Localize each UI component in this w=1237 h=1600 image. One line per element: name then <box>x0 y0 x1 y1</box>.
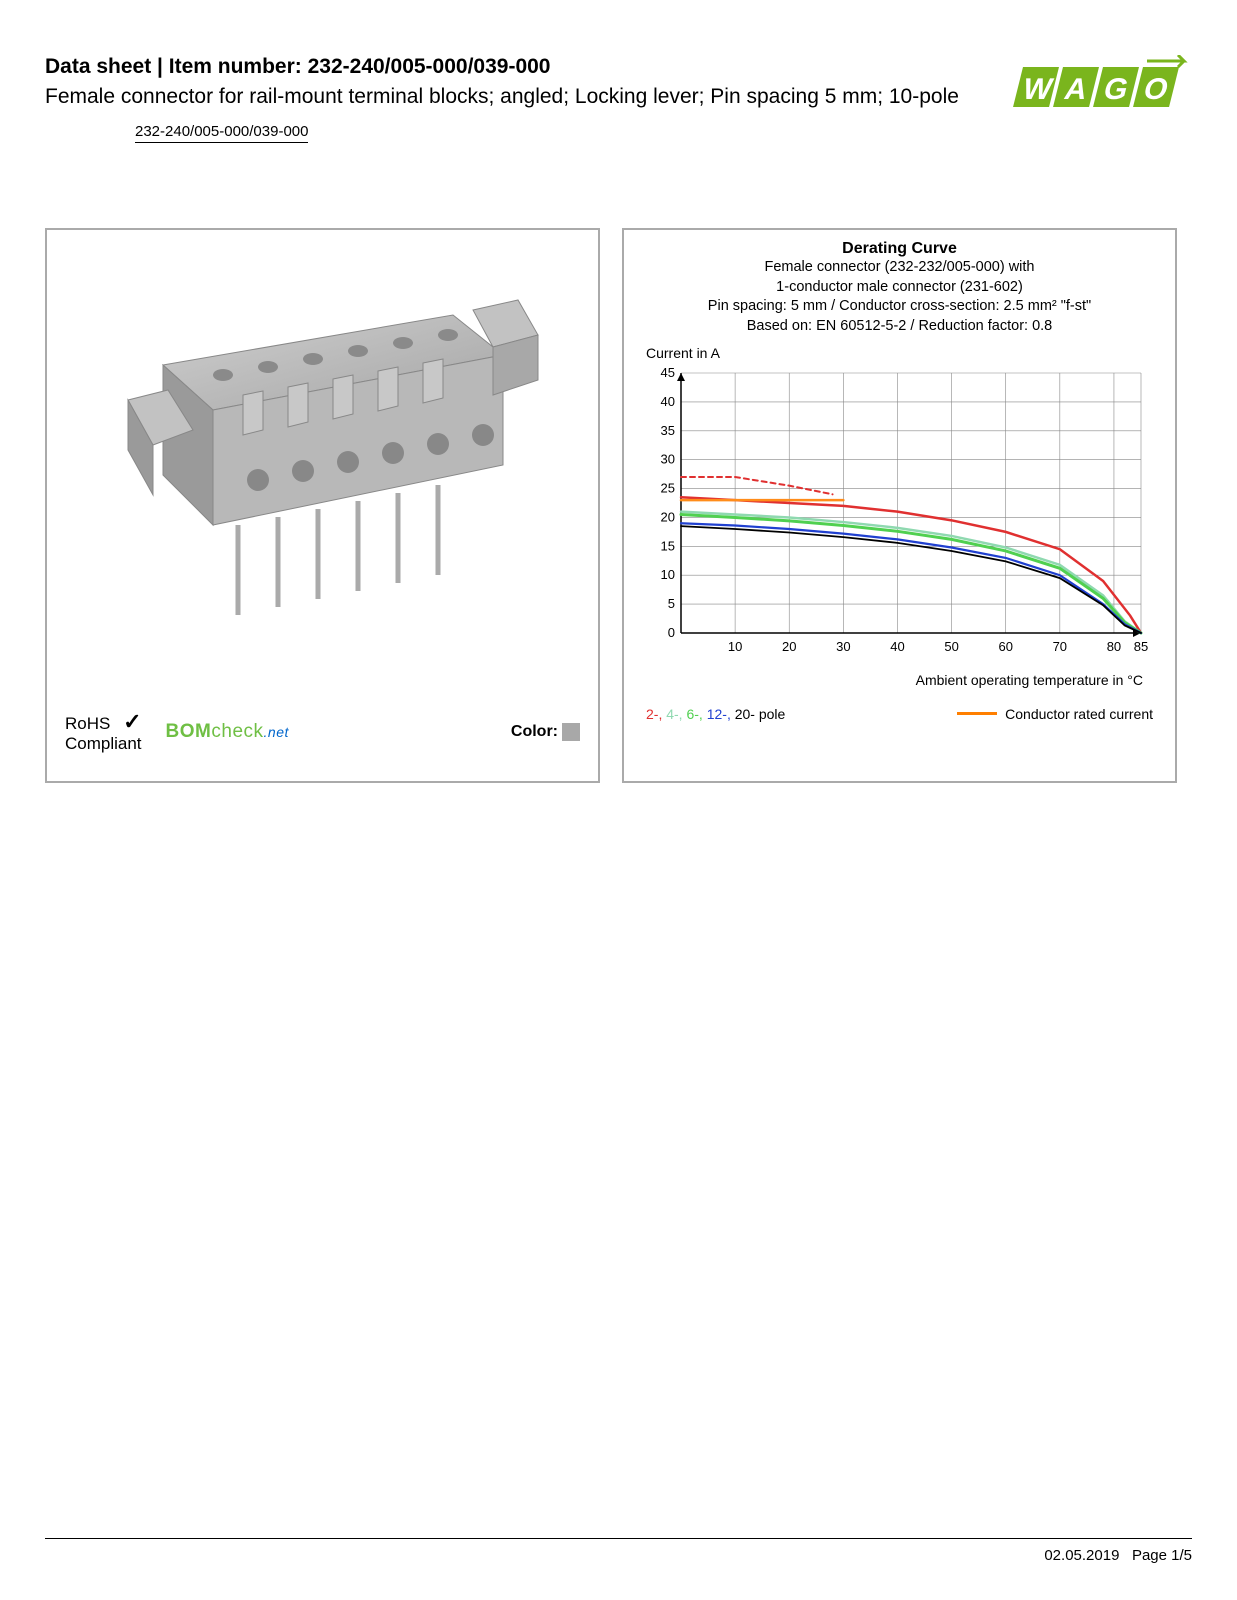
svg-text:30: 30 <box>661 451 675 466</box>
bomcheck-badge: BOMcheck.net <box>166 721 289 743</box>
check-icon: ✓ <box>123 709 141 734</box>
chart-sub2: 1-conductor male connector (231-602) <box>636 278 1163 298</box>
rohs-label: RoHS <box>65 714 110 733</box>
legend-rated-line <box>957 712 997 715</box>
color-label: Color: <box>511 723 558 741</box>
chart-legend: 2-, 4-, 6-, 12-, 20- pole Conductor rate… <box>636 706 1163 722</box>
svg-text:20: 20 <box>661 509 675 524</box>
svg-text:0: 0 <box>668 625 675 640</box>
legend-pole-suffix: pole <box>759 706 785 722</box>
svg-text:15: 15 <box>661 538 675 553</box>
badges-row: RoHS ✓ Compliant BOMcheck.net Color: <box>65 710 580 753</box>
subtitle: Female connector for rail-mount terminal… <box>45 83 972 111</box>
legend-pole: 12-, <box>707 706 735 722</box>
header: Data sheet | Item number: 232-240/005-00… <box>45 55 1192 143</box>
header-text: Data sheet | Item number: 232-240/005-00… <box>45 55 1002 143</box>
chart-sub1: Female connector (232-232/005-000) with <box>636 258 1163 278</box>
svg-text:10: 10 <box>661 567 675 582</box>
derating-chart: 0 5 10 15 20 25 30 35 40 45 10 20 30 40 50 60 70 80 85 <box>636 363 1156 663</box>
svg-text:40: 40 <box>890 639 904 654</box>
product-panel: RoHS ✓ Compliant BOMcheck.net Color: <box>45 228 600 783</box>
connector-illustration <box>73 235 573 655</box>
bomcheck-bom: BOM <box>166 721 212 742</box>
svg-text:20: 20 <box>782 639 796 654</box>
svg-text:30: 30 <box>836 639 850 654</box>
svg-text:50: 50 <box>944 639 958 654</box>
rohs-compliant: Compliant <box>65 734 142 753</box>
bomcheck-net: .net <box>264 724 289 740</box>
color-label-group: Color: <box>511 723 580 741</box>
svg-text:35: 35 <box>661 422 675 437</box>
title-item-number: 232-240/005-000/039-000 <box>308 55 551 78</box>
svg-text:45: 45 <box>661 365 675 380</box>
svg-text:85: 85 <box>1134 639 1148 654</box>
x-axis-label: Ambient operating temperature in °C <box>636 672 1163 688</box>
page: Data sheet | Item number: 232-240/005-00… <box>0 0 1237 1600</box>
chart-area: Current in A 0 5 10 15 20 25 30 35 40 45 10 20 30 40 5… <box>636 345 1163 688</box>
chart-sub3: Pin spacing: 5 mm / Conductor cross-sect… <box>636 297 1163 317</box>
chart-sub4: Based on: EN 60512-5-2 / Reduction facto… <box>636 317 1163 337</box>
footer-page: Page 1/5 <box>1132 1547 1192 1564</box>
color-swatch <box>562 723 580 741</box>
y-axis-label: Current in A <box>646 345 1163 361</box>
legend-poles: 2-, 4-, 6-, 12-, 20- pole <box>646 706 785 722</box>
title-prefix: Data sheet | Item number: <box>45 55 308 78</box>
wago-logo: W A G O <box>1002 55 1192 115</box>
svg-text:60: 60 <box>998 639 1012 654</box>
legend-pole: 20- <box>735 706 759 722</box>
bomcheck-check: check <box>211 721 263 742</box>
footer: 02.05.2019 Page 1/5 <box>45 1538 1192 1564</box>
svg-text:70: 70 <box>1053 639 1067 654</box>
title: Data sheet | Item number: 232-240/005-00… <box>45 55 972 79</box>
legend-pole: 4-, <box>666 706 686 722</box>
rohs-badge: RoHS ✓ Compliant <box>65 710 142 753</box>
chart-title: Derating Curve <box>636 240 1163 258</box>
chart-panel: Derating Curve Female connector (232-232… <box>622 228 1177 783</box>
footer-date: 02.05.2019 <box>1044 1547 1119 1564</box>
legend-rated: Conductor rated current <box>957 706 1153 722</box>
legend-pole: 6-, <box>686 706 706 722</box>
legend-pole: 2-, <box>646 706 666 722</box>
svg-text:10: 10 <box>728 639 742 654</box>
svg-text:40: 40 <box>661 393 675 408</box>
svg-text:80: 80 <box>1107 639 1121 654</box>
product-image <box>47 230 598 660</box>
panels-row: RoHS ✓ Compliant BOMcheck.net Color: Der… <box>45 228 1192 783</box>
svg-text:5: 5 <box>668 596 675 611</box>
svg-text:25: 25 <box>661 480 675 495</box>
legend-rated-label: Conductor rated current <box>1005 706 1153 722</box>
item-tag: 232-240/005-000/039-000 <box>135 123 308 143</box>
